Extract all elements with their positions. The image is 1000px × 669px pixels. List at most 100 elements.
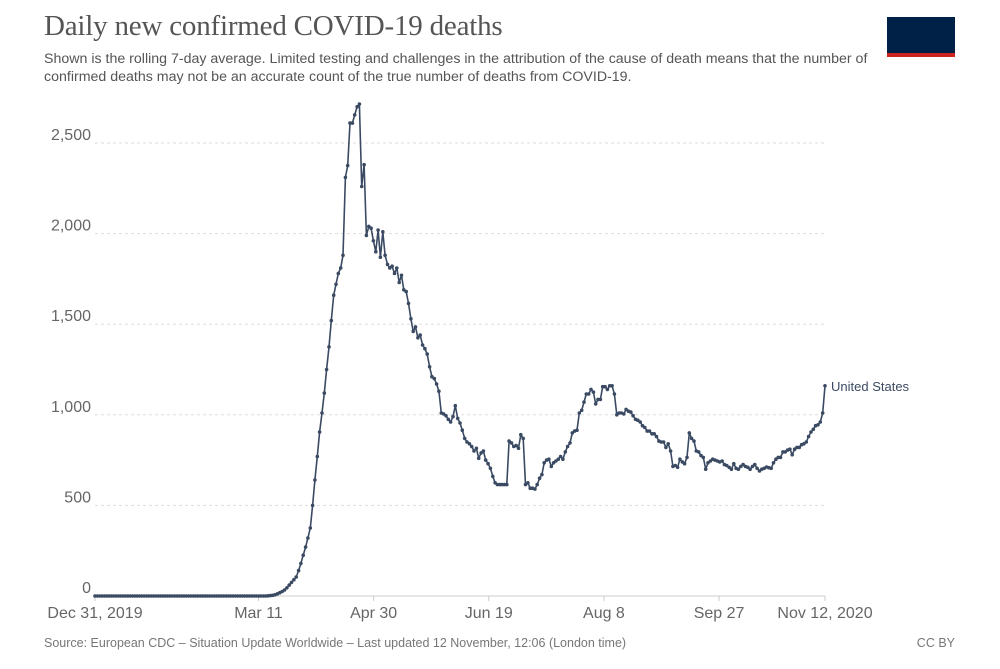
data-point[interactable] xyxy=(395,266,399,270)
data-point[interactable] xyxy=(809,430,813,434)
data-point[interactable] xyxy=(399,273,404,278)
data-point[interactable] xyxy=(303,545,308,549)
data-point[interactable] xyxy=(701,455,706,460)
data-point[interactable] xyxy=(568,441,572,445)
data-point[interactable] xyxy=(778,455,783,460)
data-point[interactable] xyxy=(549,464,554,469)
data-point[interactable] xyxy=(289,580,294,585)
data-point[interactable] xyxy=(542,461,546,465)
data-point[interactable] xyxy=(682,461,687,466)
data-point[interactable] xyxy=(437,389,441,394)
data-point[interactable] xyxy=(631,413,635,418)
data-point[interactable] xyxy=(446,417,451,422)
data-point[interactable] xyxy=(369,226,373,230)
data-point[interactable] xyxy=(315,454,320,459)
data-point[interactable] xyxy=(537,476,542,481)
data-point[interactable] xyxy=(505,482,509,487)
data-point[interactable] xyxy=(331,293,336,298)
data-point[interactable] xyxy=(589,387,593,392)
data-point[interactable] xyxy=(374,249,378,254)
data-point[interactable] xyxy=(469,444,474,449)
data-point[interactable] xyxy=(533,487,537,491)
data-point[interactable] xyxy=(376,228,380,232)
data-point[interactable] xyxy=(575,428,579,433)
data-point[interactable] xyxy=(540,472,544,477)
data-point[interactable] xyxy=(605,387,610,392)
data-point[interactable] xyxy=(467,442,472,446)
data-point[interactable] xyxy=(788,447,792,452)
data-point[interactable] xyxy=(364,233,369,238)
data-point[interactable] xyxy=(406,301,411,306)
data-point[interactable] xyxy=(806,434,811,439)
data-point[interactable] xyxy=(355,105,359,109)
data-point[interactable] xyxy=(381,230,385,234)
data-point[interactable] xyxy=(472,449,476,453)
data-point[interactable] xyxy=(820,411,825,415)
data-point[interactable] xyxy=(458,421,462,425)
data-point[interactable] xyxy=(516,446,521,451)
data-point[interactable] xyxy=(476,456,481,461)
data-point[interactable] xyxy=(287,583,292,587)
data-point[interactable] xyxy=(451,414,455,419)
data-point[interactable] xyxy=(622,412,626,416)
data-point[interactable] xyxy=(577,411,582,415)
data-point[interactable] xyxy=(432,376,437,381)
data-point[interactable] xyxy=(652,432,656,436)
data-point[interactable] xyxy=(804,440,809,444)
data-point[interactable] xyxy=(292,577,296,582)
data-point[interactable] xyxy=(685,455,689,460)
data-point[interactable] xyxy=(425,352,430,356)
data-point[interactable] xyxy=(797,445,802,450)
data-point[interactable] xyxy=(647,429,652,433)
data-point[interactable] xyxy=(345,163,350,168)
data-point[interactable] xyxy=(301,553,306,557)
data-point[interactable] xyxy=(481,449,486,453)
data-point[interactable] xyxy=(427,365,432,369)
data-point[interactable] xyxy=(818,420,823,424)
data-point[interactable] xyxy=(474,446,479,451)
data-point[interactable] xyxy=(547,457,551,462)
data-point[interactable] xyxy=(579,408,584,413)
data-point[interactable] xyxy=(526,481,530,485)
data-point[interactable] xyxy=(397,280,402,285)
data-point[interactable] xyxy=(329,318,334,323)
data-point[interactable] xyxy=(434,382,439,386)
data-point[interactable] xyxy=(703,467,708,472)
data-point[interactable] xyxy=(668,449,673,453)
data-point[interactable] xyxy=(310,503,315,508)
data-point[interactable] xyxy=(352,113,357,117)
data-point[interactable] xyxy=(666,442,670,446)
data-point[interactable] xyxy=(565,444,570,449)
data-point[interactable] xyxy=(317,430,322,434)
data-point[interactable] xyxy=(729,467,734,472)
data-point[interactable] xyxy=(416,336,420,340)
data-point[interactable] xyxy=(430,374,434,379)
data-point[interactable] xyxy=(732,461,736,466)
data-point[interactable] xyxy=(664,445,668,450)
data-point[interactable] xyxy=(638,420,642,424)
data-point[interactable] xyxy=(313,478,317,482)
data-point[interactable] xyxy=(586,392,591,396)
data-point[interactable] xyxy=(823,384,827,388)
data-point[interactable] xyxy=(357,102,362,106)
data-point[interactable] xyxy=(720,459,724,463)
data-point[interactable] xyxy=(334,282,338,287)
data-point[interactable] xyxy=(306,536,310,540)
data-point[interactable] xyxy=(336,271,341,276)
data-point[interactable] xyxy=(654,434,659,439)
data-point[interactable] xyxy=(769,466,773,471)
data-point[interactable] xyxy=(519,432,523,437)
data-point[interactable] xyxy=(556,457,561,462)
data-point[interactable] xyxy=(282,588,287,592)
data-point[interactable] xyxy=(603,384,607,389)
data-point[interactable] xyxy=(455,416,460,421)
series-label-united-states[interactable]: United States xyxy=(831,379,910,394)
data-point[interactable] xyxy=(521,436,525,441)
license-link[interactable]: CC BY xyxy=(916,636,955,650)
data-point[interactable] xyxy=(593,402,598,406)
data-point[interactable] xyxy=(383,253,387,258)
data-point[interactable] xyxy=(341,253,345,258)
data-point[interactable] xyxy=(753,462,757,467)
data-point[interactable] xyxy=(418,333,423,337)
data-point[interactable] xyxy=(678,457,682,462)
